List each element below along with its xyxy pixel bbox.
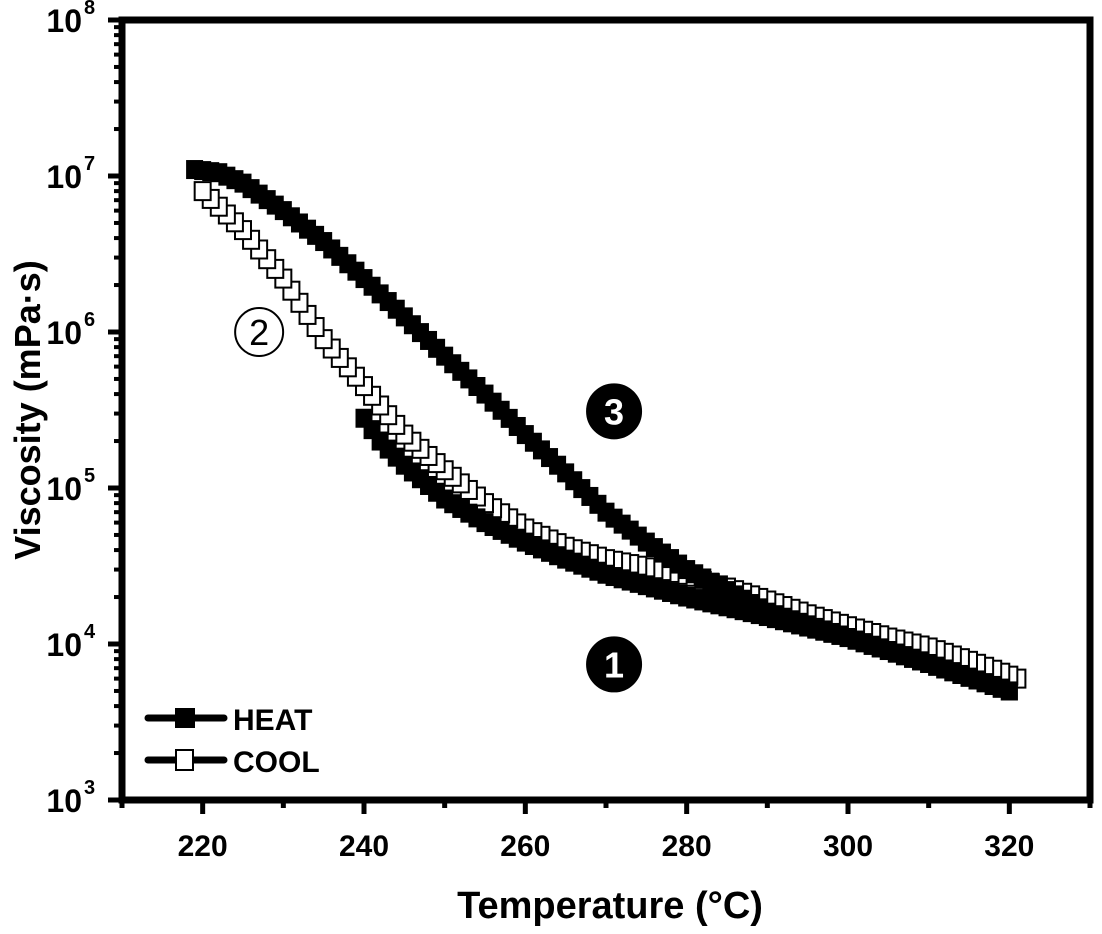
annotation-circle xyxy=(586,636,643,693)
y-tick-label: 10 xyxy=(46,627,82,663)
x-tick-label: 280 xyxy=(662,830,712,863)
x-tick-label: 220 xyxy=(178,830,228,863)
legend: HEAT COOL xyxy=(144,704,320,779)
annotation-label: 3 xyxy=(604,391,624,432)
y-tick-label: 10 xyxy=(46,471,82,507)
x-tick-label: 240 xyxy=(339,830,389,863)
x-tick-label: 260 xyxy=(500,830,550,863)
y-tick-label: 10 xyxy=(46,159,82,195)
y-tick-label: 10 xyxy=(46,3,82,39)
y-tick-exponent: 4 xyxy=(84,621,96,643)
y-tick-label: 10 xyxy=(46,783,82,819)
y-axis-title: Viscosity (mPa·s) xyxy=(7,260,48,559)
annotation-label: 1 xyxy=(604,644,624,685)
legend-cool-marker xyxy=(175,749,194,771)
x-tick-label: 320 xyxy=(984,830,1034,863)
y-tick-exponent: 5 xyxy=(84,465,95,487)
y-tick-exponent: 3 xyxy=(84,777,95,799)
y-tick-label: 10 xyxy=(46,315,82,351)
y-tick-exponent: 6 xyxy=(84,309,95,331)
cool-data-point xyxy=(193,181,212,202)
y-tick-exponent: 7 xyxy=(84,153,95,175)
x-axis-title: Temperature (°C) xyxy=(457,885,763,927)
annotation-circle xyxy=(234,307,285,357)
annotation-circle xyxy=(586,383,643,440)
legend-cool-label: COOL xyxy=(233,746,320,779)
legend-heat-label: HEAT xyxy=(233,704,312,737)
annotations: 2 3 1 xyxy=(234,307,643,693)
x-tick-label: 300 xyxy=(823,830,873,863)
y-tick-exponent: 8 xyxy=(84,0,95,19)
legend-heat-marker xyxy=(175,708,195,728)
data-marks xyxy=(186,160,1027,701)
annotation-label: 2 xyxy=(249,312,269,353)
heat-data-point xyxy=(1000,681,1018,701)
